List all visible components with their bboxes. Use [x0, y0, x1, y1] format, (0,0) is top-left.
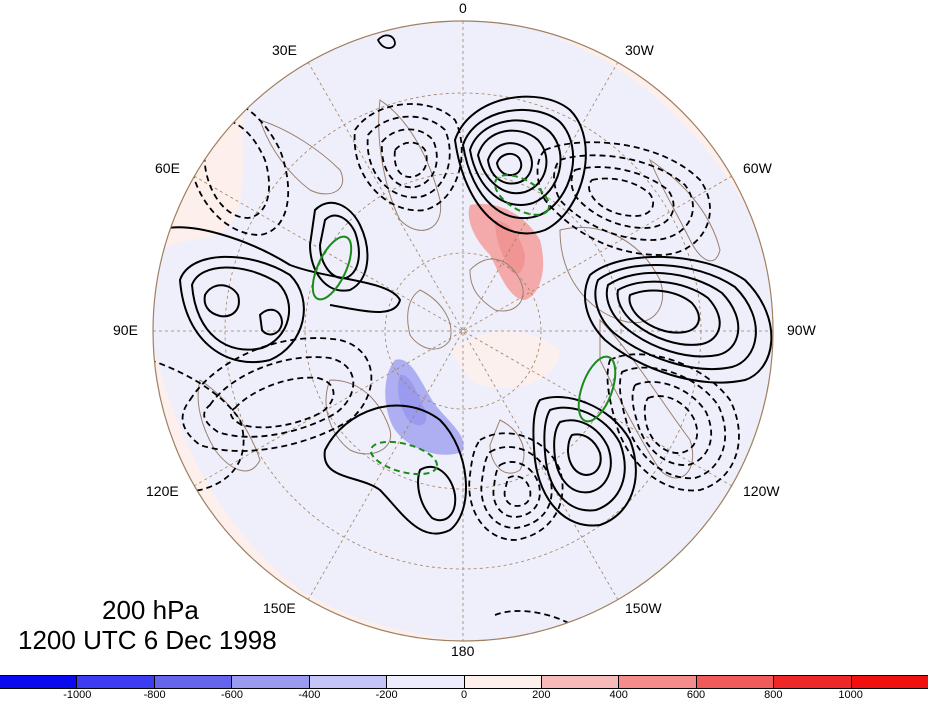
lon-label-30e: 30E — [272, 42, 297, 58]
lon-label-120e: 120E — [146, 483, 179, 499]
colorbar-tick-label: -600 — [220, 689, 244, 701]
colorbar-box — [774, 676, 852, 688]
colorbar-box — [154, 676, 233, 688]
datetime-title: 1200 UTC 6 Dec 1998 — [18, 625, 277, 655]
colorbar-box — [77, 676, 155, 688]
colorbar-box — [309, 676, 388, 688]
lon-label-60e: 60E — [155, 160, 180, 176]
colorbar-tick-label: 0 — [460, 689, 468, 701]
colorbar-tick-label: -200 — [375, 689, 398, 701]
colorbar-box — [0, 676, 78, 688]
colorbar-tick-label: 600 — [686, 689, 706, 701]
colorbar-tick-label: 1000 — [838, 689, 863, 701]
positive-contours — [159, 95, 773, 535]
colorbar-tick-label: 200 — [532, 689, 551, 701]
colorbar-tick-label: 800 — [764, 689, 783, 701]
lon-label-90e: 90E — [113, 322, 138, 338]
lon-label-90w: 90W — [787, 322, 816, 338]
lon-label-0: 0 — [459, 0, 467, 16]
colorbar-box — [619, 676, 697, 688]
colorbar-tick-label: -800 — [143, 689, 166, 701]
colorbar-box — [387, 676, 465, 688]
pressure-level-title: 200 hPa — [102, 595, 199, 625]
colorbar-box — [232, 676, 310, 688]
lon-label-150e: 150E — [263, 600, 296, 616]
lon-label-60w: 60W — [743, 160, 772, 176]
negative-contours — [153, 34, 740, 631]
colorbar — [0, 675, 928, 689]
lon-label-180: 180 — [451, 643, 475, 659]
globe-outline — [152, 20, 774, 642]
colorbar-box — [464, 676, 542, 688]
colorbar-tick-label: 400 — [609, 689, 628, 701]
colorbar-box — [851, 676, 928, 688]
colorbar-box — [696, 676, 775, 688]
colorbar-box — [541, 676, 620, 688]
colorbar-tick-label: -1000 — [63, 689, 92, 701]
lon-label-150w: 150W — [625, 600, 662, 616]
colorbar-tick-label: -400 — [298, 689, 321, 701]
lon-label-120w: 120W — [743, 483, 780, 499]
lon-label-30w: 30W — [625, 42, 654, 58]
